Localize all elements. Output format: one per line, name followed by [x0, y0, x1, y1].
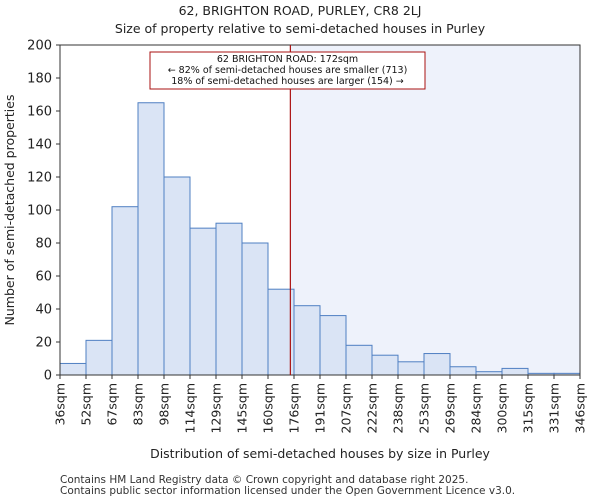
y-tick-label: 180 [27, 72, 52, 87]
histogram-bar [267, 288, 295, 376]
x-tick-label: 346sqm [573, 383, 588, 433]
histogram-bar [137, 102, 165, 376]
y-tick-label: 40 [35, 303, 52, 318]
x-tick-label: 207sqm [339, 383, 354, 433]
x-tick-label: 67sqm [105, 383, 120, 426]
x-axis-label: Distribution of semi-detached houses by … [150, 446, 490, 461]
y-axis-label: Number of semi-detached properties [2, 95, 17, 326]
histogram-bar [501, 367, 529, 376]
histogram-bar [293, 305, 321, 376]
chart-title: 62, BRIGHTON ROAD, PURLEY, CR8 2LJ [178, 3, 422, 18]
annotation-line: 62 BRIGHTON ROAD: 172sqm [217, 54, 358, 65]
x-tick-label: 269sqm [443, 383, 458, 433]
footer-licence: Contains public sector information licen… [60, 485, 516, 497]
x-tick-label: 129sqm [209, 383, 224, 433]
x-tick-label: 222sqm [365, 383, 380, 433]
histogram-bar [85, 339, 113, 376]
y-tick-label: 140 [27, 138, 52, 153]
x-tick-label: 114sqm [183, 383, 198, 433]
x-tick-label: 253sqm [417, 383, 432, 433]
y-tick-label: 200 [27, 39, 52, 54]
x-tick-label: 176sqm [287, 383, 302, 433]
x-tick-label: 238sqm [391, 383, 406, 433]
chart-subtitle: Size of property relative to semi-detach… [114, 21, 486, 36]
histogram-bar [189, 227, 217, 376]
x-tick-label: 331sqm [547, 383, 562, 433]
x-tick-label: 160sqm [261, 383, 276, 433]
histogram-chart: 0 20 40 60 80 100 120 140 160 180 200 36sqm 52sqm 67s… [2, 39, 588, 462]
histogram-bar [163, 176, 191, 376]
histogram-bar [423, 353, 451, 376]
x-tick-label: 145sqm [235, 383, 250, 433]
y-tick-label: 80 [35, 237, 52, 252]
y-tick-label: 20 [35, 336, 52, 351]
y-tick-label: 160 [27, 105, 52, 120]
x-tick-label: 36sqm [53, 383, 68, 426]
histogram-bar [59, 362, 87, 376]
histogram-bar [319, 315, 347, 376]
histogram-bar [345, 344, 373, 376]
histogram-bar [371, 354, 399, 376]
histogram-bar [449, 366, 477, 376]
x-tick-label: 284sqm [469, 383, 484, 433]
x-tick-label: 315sqm [521, 383, 536, 433]
x-tick-label: 98sqm [157, 383, 172, 426]
y-tick-label: 60 [35, 270, 52, 285]
y-tick-label: 100 [27, 204, 52, 219]
footer-copyright: Contains HM Land Registry data © Crown c… [60, 474, 469, 486]
x-tick-label: 83sqm [131, 383, 146, 426]
annotation-line: 18% of semi-detached houses are larger (… [171, 76, 404, 87]
x-tick-label: 300sqm [495, 383, 510, 433]
histogram-bar [397, 361, 425, 376]
y-tick-label: 0 [44, 369, 52, 384]
annotation-line: ← 82% of semi-detached houses are smalle… [168, 65, 408, 76]
histogram-bar [215, 222, 243, 376]
x-tick-label: 191sqm [313, 383, 328, 433]
x-tick-label: 52sqm [79, 383, 94, 426]
histogram-bar [241, 242, 269, 376]
y-tick-label: 120 [27, 171, 52, 186]
histogram-bar [111, 206, 139, 376]
annotation-box [149, 51, 426, 90]
